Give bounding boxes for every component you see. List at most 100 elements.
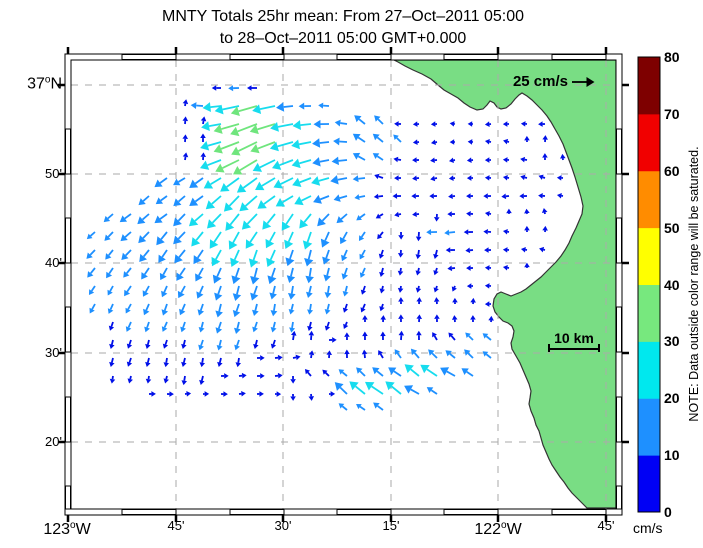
- quiver-arrow-head: [143, 308, 150, 316]
- quiver-arrow-head: [379, 271, 385, 277]
- frame-segment-right: [616, 306, 622, 353]
- quiver-arrow-head: [291, 158, 301, 169]
- quiver-arrow-shaft: [379, 231, 384, 237]
- quiver-arrow-head: [361, 349, 368, 355]
- quiver-arrow-shaft: [244, 195, 258, 207]
- quiver-arrow-head: [200, 152, 207, 158]
- quiver-arrow-shaft: [218, 357, 222, 363]
- quiver-arrow-shaft: [253, 285, 258, 295]
- quiver-arrow-shaft: [271, 267, 276, 278]
- x-tick-label: 45': [597, 518, 615, 533]
- colorbar-band: [638, 227, 660, 285]
- quiver-arrow-head: [269, 141, 279, 152]
- quiver-arrow-head: [214, 292, 223, 301]
- quiver-arrow-head: [253, 343, 259, 349]
- x-tick-label: 30': [274, 518, 292, 533]
- colorbar-note: NOTE: Data outside color range will be s…: [687, 146, 701, 422]
- quiver-arrow-shaft: [417, 285, 420, 289]
- quiver-arrow-shaft: [273, 303, 276, 311]
- quiver-arrow-shaft: [194, 177, 204, 185]
- quiver-arrow-shaft: [433, 335, 438, 341]
- quiver-arrow-shaft: [220, 141, 240, 150]
- quiver-arrow-shaft: [390, 385, 402, 395]
- quiver-arrow-head: [444, 229, 450, 236]
- quiver-arrow-shaft: [199, 303, 204, 311]
- x-tick-label: 15': [382, 518, 400, 533]
- quiver-arrow-shaft: [110, 357, 114, 363]
- quiver-arrow-shaft: [290, 285, 294, 294]
- quiver-arrow-shaft: [325, 249, 330, 259]
- quiver-arrow-head: [201, 121, 210, 131]
- quiver-arrow-shaft: [200, 339, 204, 346]
- quiver-arrow-head: [299, 219, 309, 229]
- quiver-arrow-shaft: [485, 335, 492, 341]
- quiver-arrow-head: [228, 85, 234, 92]
- quiver-arrow-head: [270, 310, 278, 317]
- quiver-arrow-shaft: [252, 249, 258, 261]
- quiver-arrow-head: [467, 121, 473, 127]
- quiver-arrow-shaft: [165, 357, 168, 363]
- quiver-arrow-head: [163, 378, 169, 384]
- figure-title-line2: to 28–Oct–2011 05:00 GMT+0.000: [219, 30, 467, 47]
- quiver-arrow-head: [249, 124, 259, 135]
- quiver-arrow-shaft: [254, 303, 258, 311]
- quiver-arrow-head: [230, 126, 240, 137]
- quiver-arrow-shaft: [341, 371, 348, 377]
- quiver-arrow-shaft: [435, 285, 438, 289]
- y-tick-label: 20': [45, 433, 62, 449]
- quiver-arrow-head: [503, 138, 509, 145]
- quiver-arrow-shaft: [308, 285, 312, 293]
- quiver-arrow-head: [415, 270, 421, 276]
- quiver-arrow-head: [89, 307, 95, 314]
- quiver-arrow-head: [338, 369, 345, 375]
- quiver-arrow-shaft: [177, 195, 186, 203]
- quiver-arrow-head: [107, 289, 113, 296]
- quiver-arrow-head: [488, 315, 494, 321]
- frame-segment-left: [65, 485, 71, 510]
- quiver-arrow-shaft: [361, 267, 366, 274]
- quiver-arrow-head: [241, 372, 247, 379]
- quiver-arrow-shaft: [197, 249, 204, 259]
- quiver-arrow-head: [336, 216, 344, 224]
- quiver-arrow-head: [252, 104, 262, 115]
- quiver-arrow-head: [342, 291, 349, 297]
- quiver-arrow-head: [466, 157, 472, 163]
- quiver-arrow-head: [265, 238, 275, 249]
- quiver-arrow-head: [378, 350, 383, 356]
- quiver-arrow-head: [145, 361, 151, 367]
- quiver-arrow-head: [161, 290, 168, 298]
- quiver-arrow-shaft: [344, 285, 348, 292]
- quiver-arrow-shaft: [376, 370, 384, 377]
- quiver-arrow-head: [308, 396, 315, 401]
- quiver-arrow-head: [154, 179, 163, 188]
- quiver-arrow-head: [465, 332, 471, 339]
- quiver-arrow-head: [362, 331, 368, 337]
- quiver-arrow-head: [484, 175, 490, 181]
- quiver-arrow-shaft: [91, 303, 96, 310]
- quiver-arrow-shaft: [183, 375, 186, 381]
- quiver-arrow-shaft: [393, 370, 402, 377]
- quiver-arrow-shaft: [485, 353, 492, 359]
- quiver-arrow-head: [239, 202, 249, 212]
- quiver-arrow-head: [241, 220, 252, 230]
- quiver-arrow-shaft: [289, 249, 294, 260]
- quiver-arrow-shaft: [199, 285, 204, 294]
- quiver-arrow-head: [156, 236, 165, 246]
- x-tick-label: 122oW: [474, 520, 522, 538]
- quiver-arrow-head: [520, 174, 526, 181]
- quiver-arrow-shaft: [308, 321, 312, 327]
- quiver-arrow-head: [182, 134, 189, 140]
- quiver-arrow-head: [430, 175, 436, 182]
- quiver-arrow-head: [212, 274, 222, 284]
- quiver-arrow-head: [397, 252, 404, 258]
- quiver-arrow-head: [502, 264, 508, 271]
- quiver-arrow-shaft: [237, 141, 258, 152]
- quiver-arrow-head: [502, 247, 508, 253]
- quiver-arrow-shaft: [236, 339, 240, 346]
- quiver-arrow-shaft: [324, 372, 330, 377]
- quiver-arrow-head: [397, 287, 404, 293]
- quiver-arrow-shaft: [179, 267, 186, 276]
- quiver-arrow-head: [538, 174, 544, 180]
- quiver-arrow-head: [373, 193, 379, 200]
- quiver-arrow-head: [173, 178, 181, 186]
